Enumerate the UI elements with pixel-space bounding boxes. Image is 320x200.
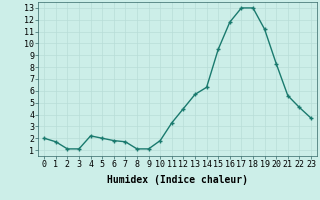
X-axis label: Humidex (Indice chaleur): Humidex (Indice chaleur) <box>107 175 248 185</box>
